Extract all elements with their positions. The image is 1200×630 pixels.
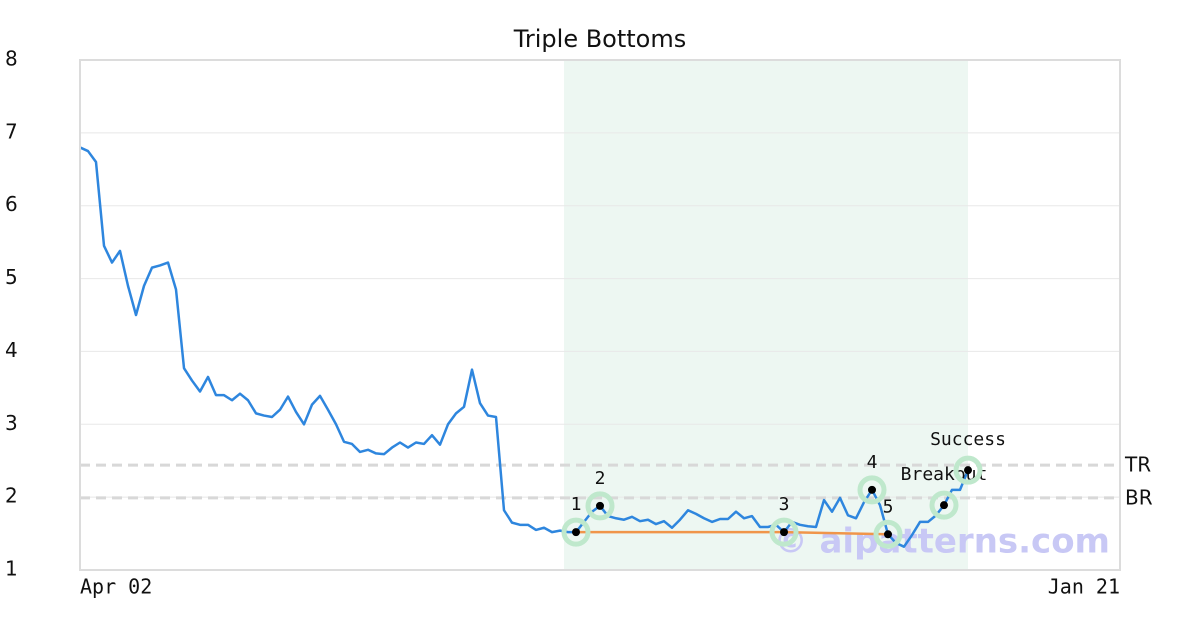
y-tick-label: 1 [5,557,18,581]
point-label: Success [930,429,1006,450]
pattern-region [564,60,968,570]
y-tick-label: 3 [5,411,18,435]
point-dot [596,501,604,510]
plot-frame [79,59,1121,571]
y-tick-label: 2 [5,484,18,508]
level-label: BR [1125,485,1153,509]
point-dot [964,466,972,475]
bottom-line [783,530,889,536]
point-label: 2 [595,468,606,489]
point-halo [857,475,887,505]
point-halo [585,491,615,521]
y-tick-label: 6 [5,192,18,216]
y-tick-label: 5 [5,265,18,289]
point-label: 1 [571,494,582,515]
level-label: TR [1124,453,1151,477]
price-line [79,146,970,548]
point-label: 4 [867,452,878,473]
y-tick-label: 8 [5,47,18,71]
point-halo [561,517,591,547]
point-halo [953,455,983,485]
point-halo [929,490,959,520]
point-label: 3 [779,494,790,515]
x-tick-label: Apr 02 [80,575,152,599]
chart-title: Triple Bottoms [513,25,687,53]
point-halo [769,517,799,547]
x-tick-label: Jan 21 [1048,575,1120,599]
watermark: © aipatterns.com [774,522,1110,562]
point-dot [868,485,876,494]
point-dot [940,501,948,510]
point-halo [873,519,903,549]
point-dot [572,528,580,537]
y-tick-label: 7 [5,119,18,143]
point-label: 5 [883,496,894,517]
point-dot [780,528,788,537]
y-tick-label: 4 [5,338,18,362]
point-dot [884,530,892,539]
